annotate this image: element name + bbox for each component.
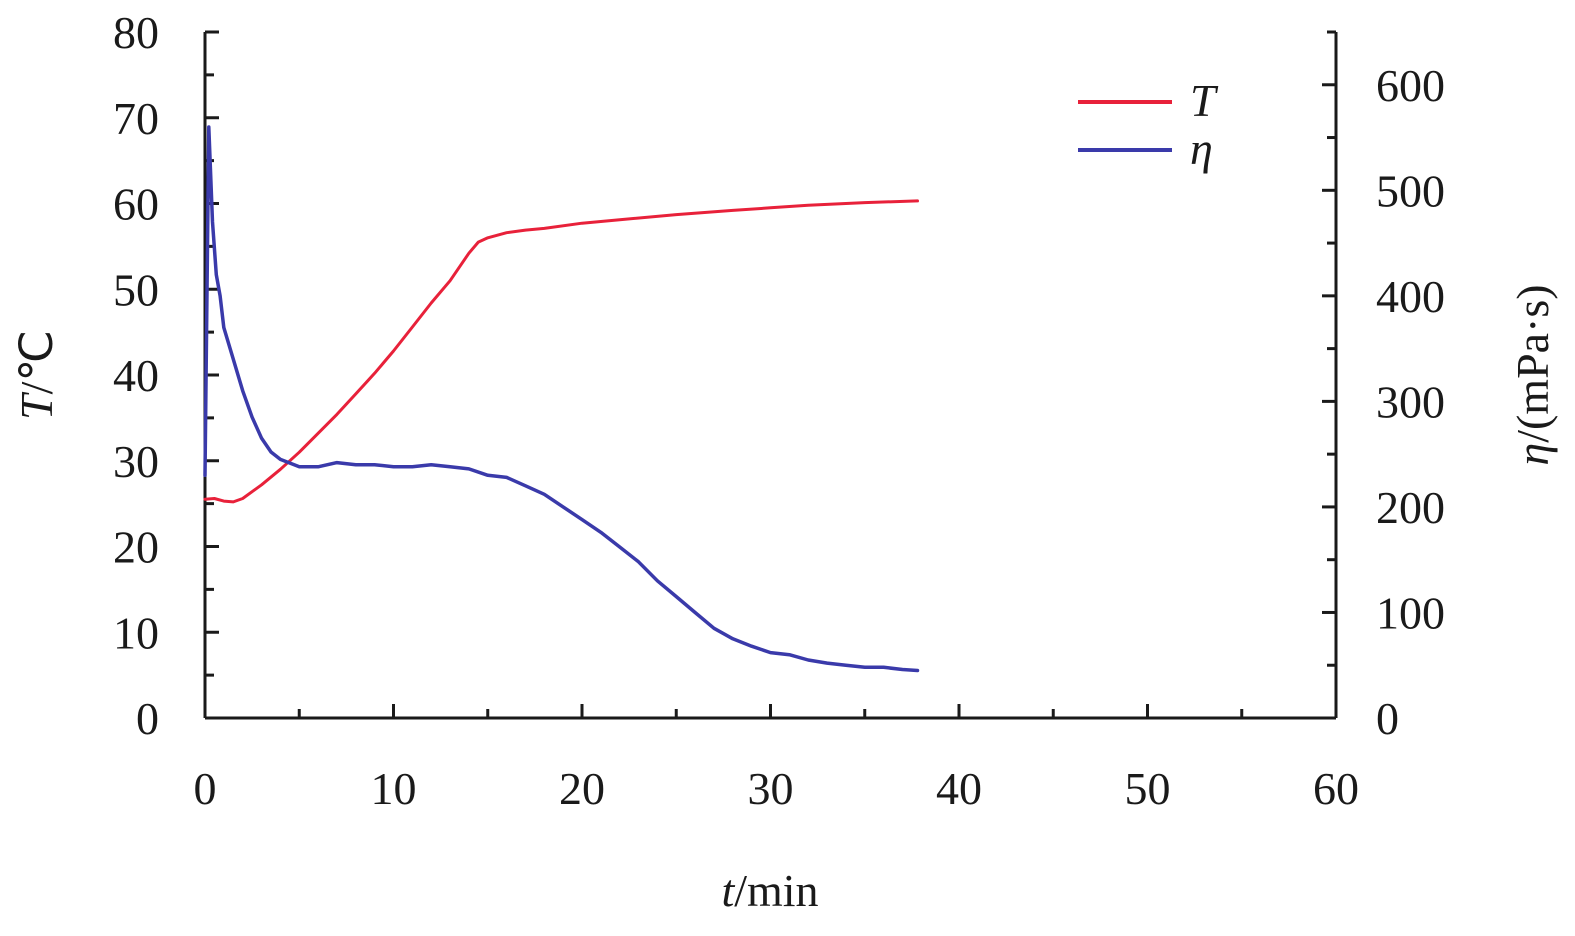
left-y-tick-label: 20	[113, 522, 159, 573]
legend: Tη	[1078, 75, 1219, 174]
left-y-tick-label: 30	[113, 436, 159, 487]
x-tick-label: 30	[748, 763, 794, 814]
right-y-tick-label: 500	[1376, 165, 1445, 216]
right-y-tick-label: 0	[1376, 693, 1399, 744]
x-tick-label: 20	[559, 763, 605, 814]
right-y-axis-title-symbol: η	[1507, 443, 1558, 466]
left-y-tick-label: 10	[113, 607, 159, 658]
series-line-viscosity	[203, 125, 920, 673]
left-y-tick-label: 0	[136, 693, 159, 744]
right-y-axis-title-unit: /(mPa·s)	[1507, 284, 1558, 442]
axes-layer: 0 10 20 30 40 50 60 70 80 0 100 200 300 400 500 600 0 10 2…	[113, 7, 1445, 814]
right-y-tick-label: 300	[1376, 376, 1445, 427]
left-y-tick-label: 70	[113, 93, 159, 144]
right-y-tick-label: 200	[1376, 482, 1445, 533]
left-y-axis-title-unit: /℃	[11, 330, 62, 394]
right-y-axis-title: η/(mPa·s)	[1507, 284, 1558, 465]
x-axis-title-unit: /min	[734, 865, 818, 916]
x-tick-label: 40	[936, 763, 982, 814]
right-y-tick-label: 400	[1376, 271, 1445, 322]
left-y-tick-label: 80	[113, 7, 159, 58]
series-line-temperature	[203, 199, 919, 504]
x-axis-title: t/min	[721, 865, 818, 916]
series-layer	[203, 125, 920, 673]
axis-labels: t/min T/℃ η/(mPa·s)	[11, 284, 1558, 916]
left-y-axis-title-symbol: T	[11, 391, 62, 420]
left-y-tick-label: 40	[113, 350, 159, 401]
legend-label-temperature: T	[1190, 75, 1219, 126]
right-y-tick-label: 100	[1376, 587, 1445, 638]
left-y-tick-label: 50	[113, 264, 159, 315]
x-axis-title-symbol: t	[721, 865, 735, 916]
x-tick-label: 60	[1313, 763, 1359, 814]
x-tick-label: 50	[1125, 763, 1171, 814]
left-y-tick-label: 60	[113, 179, 159, 230]
x-tick-label: 10	[371, 763, 417, 814]
right-y-tick-label: 600	[1376, 60, 1445, 111]
x-tick-label: 0	[194, 763, 217, 814]
legend-label-viscosity: η	[1190, 123, 1213, 174]
left-y-axis-title: T/℃	[11, 330, 62, 420]
